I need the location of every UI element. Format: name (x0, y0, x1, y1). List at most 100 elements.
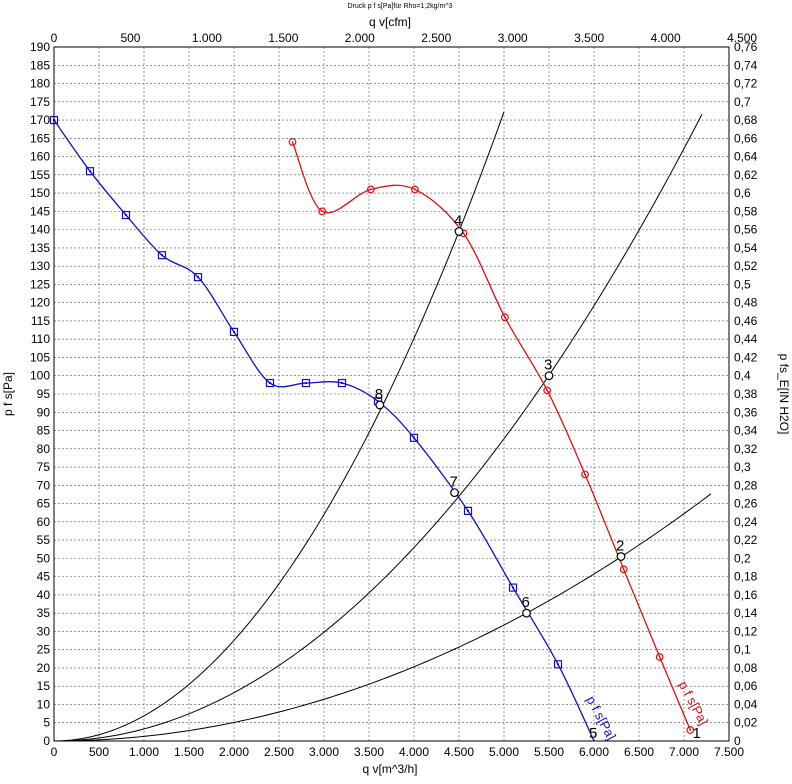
data-point-dot (89, 170, 91, 173)
system-curve (53, 114, 703, 742)
data-point-dot (622, 568, 625, 571)
y-tick-label: 100 (30, 369, 50, 383)
top-axis-label: q v[cfm] (369, 15, 411, 29)
y2-tick-label: 0,66 (734, 131, 758, 145)
operating-point-label: 4 (454, 212, 462, 229)
y2-tick-label: 0,58 (734, 204, 758, 218)
y2-tick-label: 0,46 (734, 314, 758, 328)
y-tick-label: 35 (37, 606, 51, 620)
y2-tick-label: 0 (734, 734, 741, 748)
data-point-circle (581, 470, 589, 479)
operating-point-label: 6 (522, 594, 530, 611)
y2-tick-label: 0,08 (734, 661, 758, 675)
y-tick-label: 40 (37, 588, 51, 602)
operating-point-marker (616, 552, 626, 561)
y-tick-label: 95 (37, 387, 51, 401)
x-tick-label: 2.500 (264, 745, 294, 759)
x2-tick-label: 2.500 (421, 31, 451, 45)
right-axis-label: p fs_E[IN H2O] (777, 354, 791, 435)
bottom-axis-label: q v[m^3/h] (363, 762, 418, 776)
left-axis-label: p f s[Pa] (1, 372, 15, 416)
y2-tick-label: 0,02 (734, 716, 758, 730)
y2-tick-label: 0,5 (734, 277, 751, 291)
data-point-square (463, 506, 473, 515)
y-tick-label: 155 (30, 168, 50, 182)
x2-tick-label: 1.500 (268, 31, 298, 45)
data-point-dot (269, 382, 271, 385)
y2-tick-label: 0,06 (734, 679, 758, 693)
data-point-dot (467, 509, 469, 512)
y2-tick-label: 0,16 (734, 588, 758, 602)
y-tick-label: 170 (30, 113, 50, 127)
data-point-dot (689, 729, 692, 731)
y-tick-label: 20 (37, 661, 51, 675)
y2-tick-label: 0,36 (734, 405, 758, 419)
x-tick-label: 2.000 (219, 745, 249, 759)
y2-tick-label: 0,26 (734, 497, 758, 511)
data-point-dot (341, 382, 343, 385)
x-tick-label: 7.500 (714, 745, 744, 759)
data-point-square (157, 251, 167, 260)
y2-tick-label: 0,76 (734, 40, 758, 54)
y2-tick-label: 0,42 (734, 350, 758, 364)
y2-tick-label: 0,4 (734, 369, 751, 383)
data-point-square (229, 327, 239, 337)
data-point-dot (658, 656, 661, 658)
y-tick-label: 75 (37, 460, 51, 474)
x2-tick-label: 4.500 (727, 31, 757, 45)
y-tick-label: 120 (30, 296, 50, 310)
y-tick-label: 65 (37, 497, 51, 511)
y-tick-label: 30 (37, 624, 51, 638)
x-tick-label: 500 (89, 745, 109, 759)
x2-tick-label: 0 (51, 31, 58, 45)
data-point-square (409, 433, 419, 442)
y2-tick-label: 0,44 (734, 332, 758, 346)
data-point-square (508, 583, 518, 592)
plot-frame (53, 46, 730, 742)
data-point-circle (288, 138, 297, 146)
data-point-square (553, 660, 563, 669)
data-point-dot (584, 473, 586, 476)
y2-tick-label: 0,32 (734, 442, 758, 456)
y2-tick-label: 0,7 (734, 95, 751, 109)
y-tick-label: 105 (30, 350, 50, 364)
y2-tick-label: 0,1 (734, 643, 751, 657)
axis-ticks: 0 500 1.000 1.500 2.000 2.500 3.000 3.500 4.000 4… (30, 31, 758, 759)
y2-tick-label: 0,3 (734, 460, 751, 474)
y-tick-label: 125 (30, 277, 50, 291)
y-tick-label: 45 (37, 570, 51, 584)
y2-tick-label: 0,04 (734, 697, 758, 711)
data-point-circle (655, 653, 664, 661)
y-tick-label: 140 (30, 223, 50, 237)
y-tick-label: 135 (30, 241, 50, 255)
y2-tick-label: 0,56 (734, 223, 758, 237)
data-point-circle (686, 726, 695, 734)
y2-tick-label: 0,22 (734, 533, 758, 547)
x2-tick-label: 2.000 (345, 31, 375, 45)
y-tick-label: 5 (43, 716, 50, 730)
x2-tick-label: 1.000 (192, 31, 222, 45)
data-point-dot (414, 188, 416, 191)
y-tick-label: 70 (37, 478, 51, 492)
y2-tick-label: 0,14 (734, 606, 758, 620)
y-tick-label: 80 (37, 442, 51, 456)
y2-tick-label: 0,72 (734, 77, 758, 91)
x-tick-label: 7.000 (669, 745, 699, 759)
y2-tick-label: 0,74 (734, 58, 758, 72)
x-tick-label: 1.500 (174, 745, 204, 759)
x-tick-label: 4.500 (444, 745, 474, 759)
operating-point-label: 5 (589, 725, 597, 742)
operating-point-marker (454, 227, 464, 236)
operating-point-label: 2 (616, 538, 624, 555)
x2-tick-label: 3.000 (498, 31, 528, 45)
y2-tick-label: 0,24 (734, 515, 758, 529)
data-point-dot (305, 382, 307, 385)
x-tick-label: 4.000 (399, 745, 429, 759)
y2-tick-label: 0,38 (734, 387, 758, 401)
y2-tick-label: 0,52 (734, 259, 758, 273)
y-tick-label: 130 (30, 259, 50, 273)
data-point-dot (504, 316, 506, 319)
operating-point-marker (450, 488, 459, 498)
y-tick-label: 60 (37, 515, 51, 529)
